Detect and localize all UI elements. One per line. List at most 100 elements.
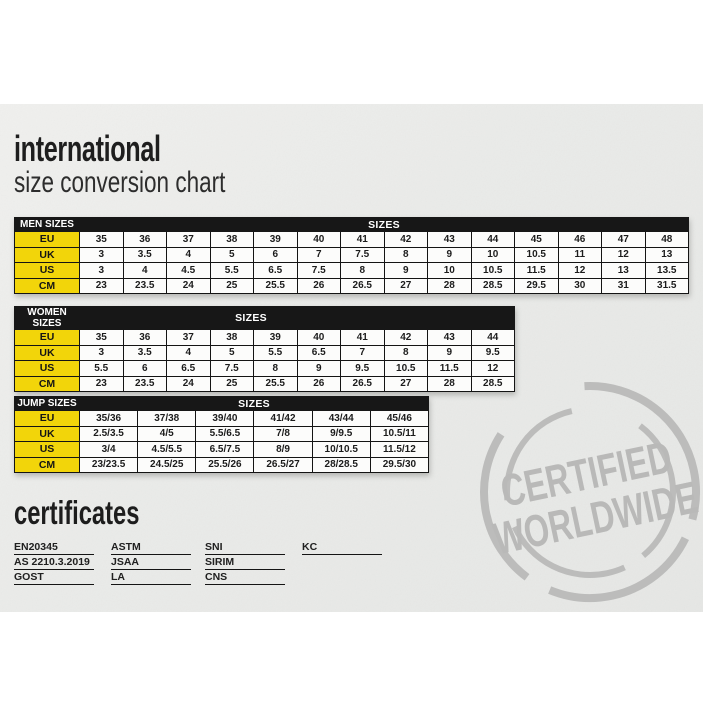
- size-value-cell: 30: [557, 277, 602, 294]
- table-title-cell: WOMEN SIZES: [14, 306, 80, 330]
- size-value-cell: 5.5/6.5: [195, 425, 255, 442]
- size-value-cell: 7: [340, 344, 385, 361]
- row-label-cell: UK: [14, 246, 80, 263]
- row-label-cell: CM: [14, 456, 80, 473]
- size-value-cell: 4: [166, 246, 211, 263]
- size-value-cell: 25: [209, 277, 254, 294]
- sizes-header-cell: SIZES: [79, 306, 515, 330]
- size-value-cell: 37/38: [137, 410, 197, 427]
- size-value-cell: 45: [514, 231, 559, 248]
- size-value-cell: 4: [166, 344, 211, 361]
- size-value-cell: 12: [601, 246, 646, 263]
- size-value-cell: 24: [166, 375, 211, 392]
- size-value-cell: 27: [383, 375, 428, 392]
- size-value-cell: 35/36: [78, 410, 139, 427]
- size-value-cell: 5: [209, 344, 254, 361]
- size-value-cell: 23: [79, 277, 124, 294]
- size-value-cell: 29.5/30: [369, 456, 430, 473]
- size-value-cell: 42: [383, 231, 428, 248]
- size-value-cell: 10.5: [514, 246, 559, 263]
- certificate-entry: AS 2210.3.2019: [14, 556, 94, 570]
- size-value-cell: 46: [557, 231, 602, 248]
- men-sizes-table: MEN SIZES SIZES EU 35 36 37 38 39 40 41 42 43 44 45 46…: [14, 217, 689, 294]
- size-value-cell: 9: [427, 246, 472, 263]
- size-value-cell: 6.5: [166, 360, 211, 377]
- size-value-cell: 35: [79, 231, 124, 248]
- size-value-cell: 25.5: [253, 375, 298, 392]
- table-title-cell: JUMP SIZES: [14, 396, 80, 411]
- size-value-cell: 5.5: [79, 360, 124, 377]
- certificates-title: certificates: [14, 494, 140, 531]
- certificates-column: SNI SIRIM CNS: [205, 541, 285, 586]
- size-value-cell: 6.5: [253, 262, 298, 279]
- size-value-cell: 9: [383, 262, 428, 279]
- page-subtitle: size conversion chart: [14, 166, 226, 199]
- size-value-cell: 31.5: [644, 277, 689, 294]
- size-value-cell: 39: [253, 231, 298, 248]
- size-value-cell: 39: [253, 329, 298, 346]
- size-value-cell: 28: [427, 375, 472, 392]
- size-value-cell: 8: [383, 344, 428, 361]
- size-value-cell: 9/9.5: [311, 425, 371, 442]
- size-value-cell: 6.5: [296, 344, 341, 361]
- certificates-column: KC: [302, 541, 382, 556]
- size-value-cell: 6: [122, 360, 167, 377]
- certificate-entry: SNI: [205, 541, 285, 555]
- size-value-cell: 26.5: [340, 375, 385, 392]
- row-label-cell: EU: [14, 329, 80, 346]
- row-label-cell: US: [14, 441, 80, 458]
- size-value-cell: 42: [383, 329, 428, 346]
- size-value-cell: 26.5/27: [253, 456, 313, 473]
- certificate-entry: GOST: [14, 571, 94, 585]
- certificate-entry: LA: [111, 571, 191, 585]
- size-value-cell: 41: [340, 329, 385, 346]
- certificates-list: EN20345 AS 2210.3.2019 GOST ASTM JSAA LA SNI SI…: [14, 541, 454, 593]
- size-value-cell: 28/28.5: [311, 456, 371, 473]
- size-value-cell: 26: [296, 277, 341, 294]
- size-value-cell: 13.5: [644, 262, 689, 279]
- row-label-cell: CM: [14, 277, 80, 294]
- size-value-cell: 35: [79, 329, 124, 346]
- size-value-cell: 8/9: [253, 441, 313, 458]
- row-label-cell: UK: [14, 344, 80, 361]
- size-value-cell: 9: [296, 360, 341, 377]
- size-value-cell: 23.5: [122, 277, 167, 294]
- size-value-cell: 3.5: [122, 344, 167, 361]
- certificate-entry: EN20345: [14, 541, 94, 555]
- table-title-cell: MEN SIZES: [14, 217, 80, 232]
- size-table: JUMP SIZES SIZES EU 35/36 37/38 39/40 41/42 43/…: [14, 396, 430, 473]
- size-value-cell: 9.5: [470, 344, 515, 361]
- size-value-cell: 39/40: [195, 410, 255, 427]
- certificate-entry: ASTM: [111, 541, 191, 555]
- certificates-column: EN20345 AS 2210.3.2019 GOST: [14, 541, 94, 586]
- size-value-cell: 7/8: [253, 425, 313, 442]
- size-value-cell: 38: [209, 329, 254, 346]
- size-value-cell: 4.5/5.5: [137, 441, 197, 458]
- size-value-cell: 43: [427, 329, 472, 346]
- size-value-cell: 10.5/11: [369, 425, 430, 442]
- size-value-cell: 41/42: [253, 410, 313, 427]
- size-value-cell: 24: [166, 277, 211, 294]
- stamp-inner-ring: [504, 406, 676, 578]
- size-value-cell: 26: [296, 375, 341, 392]
- sizes-header-cell: SIZES: [79, 396, 429, 411]
- size-value-cell: 5.5: [209, 262, 254, 279]
- row-label-cell: EU: [14, 231, 80, 248]
- size-value-cell: 3: [79, 262, 124, 279]
- size-value-cell: 37: [166, 231, 211, 248]
- size-value-cell: 13: [644, 246, 689, 263]
- size-value-cell: 7: [296, 246, 341, 263]
- size-value-cell: 47: [601, 231, 646, 248]
- size-value-cell: 45/46: [369, 410, 430, 427]
- page-title: international: [14, 128, 161, 169]
- size-value-cell: 4/5: [137, 425, 197, 442]
- size-value-cell: 10.5: [383, 360, 428, 377]
- women-sizes-table: WOMEN SIZES SIZES EU 35 36 37 38 39 40 41 42 43 44 UK…: [14, 306, 515, 392]
- certified-worldwide-stamp-icon: CERTIFIED WORLDWIDE: [480, 382, 702, 602]
- size-value-cell: 40: [296, 329, 341, 346]
- size-value-cell: 11.5/12: [369, 441, 430, 458]
- size-value-cell: 9: [427, 344, 472, 361]
- size-value-cell: 36: [122, 231, 167, 248]
- size-value-cell: 26.5: [340, 277, 385, 294]
- size-value-cell: 44: [470, 231, 515, 248]
